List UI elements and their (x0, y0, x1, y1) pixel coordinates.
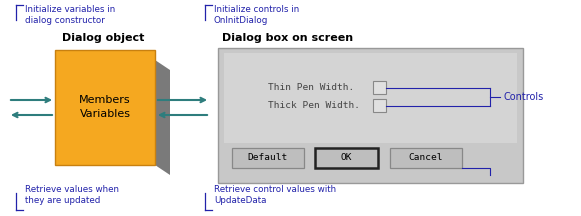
Text: Initialize controls in
OnInitDialog: Initialize controls in OnInitDialog (214, 5, 299, 25)
Text: Initialize variables in
dialog constructor: Initialize variables in dialog construct… (25, 5, 115, 25)
Bar (373, 81, 386, 94)
Bar (232, 148, 304, 168)
Text: Dialog object: Dialog object (62, 33, 144, 43)
Bar (55, 50, 155, 165)
Text: Retrieve control values with
UpdateData: Retrieve control values with UpdateData (214, 185, 336, 205)
Text: OK: OK (340, 154, 352, 162)
Polygon shape (155, 60, 170, 175)
Text: Default: Default (248, 154, 288, 162)
Text: Dialog box on screen: Dialog box on screen (222, 33, 353, 43)
Bar (315, 148, 378, 168)
Bar (218, 48, 523, 183)
Text: Cancel: Cancel (409, 154, 443, 162)
Bar (224, 53, 517, 143)
Text: Members
Variables: Members Variables (79, 95, 131, 119)
Text: Retrieve values when
they are updated: Retrieve values when they are updated (25, 185, 119, 205)
Text: Thick Pen Width.: Thick Pen Width. (268, 102, 360, 111)
Bar (373, 99, 386, 112)
Text: Controls: Controls (503, 92, 543, 102)
Text: Thin Pen Width.: Thin Pen Width. (268, 84, 354, 92)
Bar (390, 148, 462, 168)
